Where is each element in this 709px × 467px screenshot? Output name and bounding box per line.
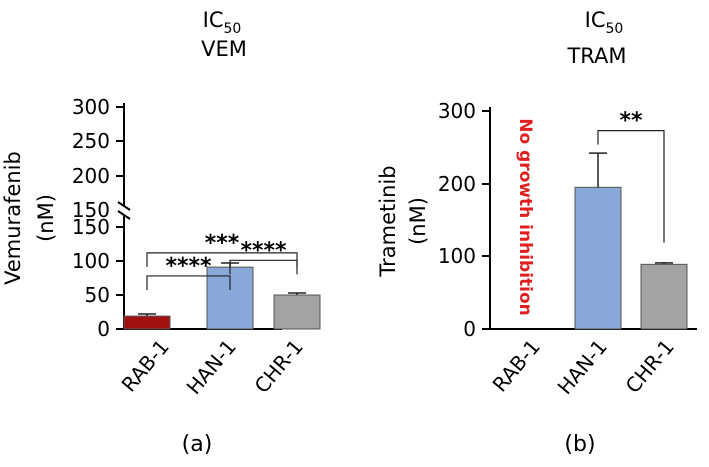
panel-a-ytick: 0: [97, 317, 124, 341]
significance-bracket: [146, 275, 231, 290]
bar-chr-1: [273, 294, 321, 330]
panel-a-ytick: 150: [72, 215, 124, 239]
panel-a-xtick-label: HAN-1: [182, 335, 241, 399]
panel-a-ytick: 300: [72, 95, 124, 119]
panel-a-yunit: (nM): [34, 194, 58, 242]
svg-text:300: 300: [72, 95, 110, 119]
significance-stars: ****: [165, 254, 212, 279]
panel-a-ytick: 100: [72, 249, 124, 273]
significance-bracket: [146, 252, 298, 267]
panel-b-subtitle: TRAM: [566, 44, 626, 68]
significance-stars: **: [619, 109, 643, 134]
panel-b-xtick-label: RAB-1: [488, 335, 545, 397]
panel-b: IC50 TRAM Trametinib (nM) 300 200 100 0 …: [376, 8, 697, 457]
svg-text:0: 0: [463, 317, 476, 341]
svg-text:150: 150: [72, 198, 110, 222]
panel-a-subtitle: VEM: [201, 37, 247, 61]
significance-bracket: [597, 130, 665, 243]
bar-chr-1: [640, 263, 688, 330]
panel-a-ytick: 50: [85, 283, 124, 307]
svg-text:300: 300: [438, 99, 476, 123]
panel-b-label: (b): [564, 432, 595, 457]
svg-text:0: 0: [97, 317, 110, 341]
svg-text:250: 250: [72, 129, 110, 153]
significance-stars: ***: [205, 231, 240, 256]
panel-a-label: (a): [182, 432, 213, 457]
panel-b-ytick: 100: [438, 244, 490, 268]
svg-text:200: 200: [438, 172, 476, 196]
svg-text:100: 100: [438, 244, 476, 268]
panel-a-ytick: 250: [72, 129, 124, 153]
panel-a-xtick-label: RAB-1: [117, 335, 174, 397]
panel-a-xtick-label: CHR-1: [250, 335, 308, 398]
svg-text:50: 50: [85, 283, 110, 307]
svg-text:150: 150: [72, 215, 110, 239]
panel-a-ytick: 200: [72, 164, 124, 188]
panel-b-yunit: (nM): [406, 197, 430, 245]
panel-a-ytick: 150: [72, 198, 110, 222]
significance-bracket: [229, 259, 298, 275]
panel-a-axis-break-mark: [117, 210, 131, 220]
significance-stars: ****: [240, 238, 287, 263]
panel-a-ylabel: Vemurafenib: [1, 151, 25, 285]
panel-b-ytick: 200: [438, 172, 490, 196]
panel-b-ylabel: Trametinib: [376, 165, 400, 277]
bar-han-1: [574, 186, 622, 330]
svg-text:100: 100: [72, 249, 110, 273]
panel-a-axis-break-mark: [117, 201, 131, 211]
panel-b-title: IC50: [585, 8, 624, 37]
no-growth-annotation: No growth inhibition: [515, 118, 535, 316]
panel-b-xtick-label: HAN-1: [553, 335, 612, 399]
panel-b-xtick-label: CHR-1: [621, 335, 679, 398]
panel-a-title: IC50: [203, 8, 242, 37]
panel-a: IC50 VEM Vemurafenib (nM) 300 250 200 15…: [1, 8, 321, 457]
panel-b-ytick: 300: [438, 99, 490, 123]
panel-b-ytick: 0: [463, 317, 490, 341]
svg-text:200: 200: [72, 164, 110, 188]
bar-rab-1: [123, 315, 171, 330]
